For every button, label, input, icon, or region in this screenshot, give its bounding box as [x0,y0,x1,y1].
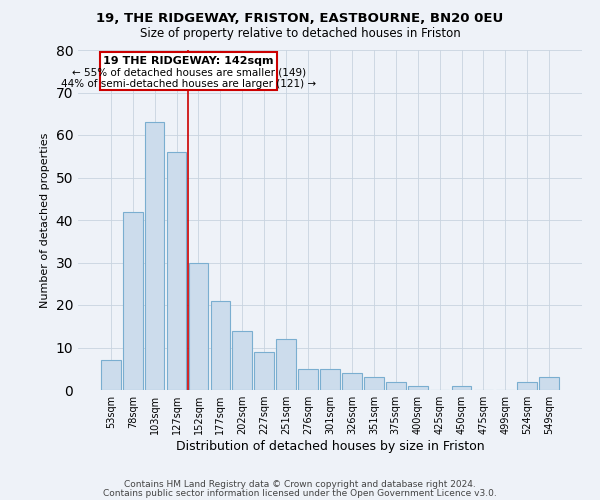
Text: ← 55% of detached houses are smaller (149): ← 55% of detached houses are smaller (14… [71,68,305,78]
Bar [342,373,362,390]
Text: Contains HM Land Registry data © Crown copyright and database right 2024.: Contains HM Land Registry data © Crown c… [124,480,476,489]
Text: Size of property relative to detached houses in Friston: Size of property relative to detached ho… [140,28,460,40]
Bar [539,378,559,390]
Bar [517,382,537,390]
Bar [211,300,230,390]
Bar [276,339,296,390]
Bar [101,360,121,390]
Text: 44% of semi-detached houses are larger (121) →: 44% of semi-detached houses are larger (… [61,79,316,89]
Text: 19, THE RIDGEWAY, FRISTON, EASTBOURNE, BN20 0EU: 19, THE RIDGEWAY, FRISTON, EASTBOURNE, B… [97,12,503,26]
Text: Contains public sector information licensed under the Open Government Licence v3: Contains public sector information licen… [103,488,497,498]
Bar [320,369,340,390]
Bar [123,212,143,390]
Bar [145,122,164,390]
Bar [298,369,318,390]
Bar [408,386,428,390]
Bar [364,378,384,390]
Bar [254,352,274,390]
Bar [167,152,187,390]
Bar [232,330,252,390]
Bar [452,386,472,390]
X-axis label: Distribution of detached houses by size in Friston: Distribution of detached houses by size … [176,440,484,453]
FancyBboxPatch shape [100,52,277,90]
Bar [188,262,208,390]
Bar [386,382,406,390]
Text: 19 THE RIDGEWAY: 142sqm: 19 THE RIDGEWAY: 142sqm [103,56,274,66]
Y-axis label: Number of detached properties: Number of detached properties [40,132,50,308]
